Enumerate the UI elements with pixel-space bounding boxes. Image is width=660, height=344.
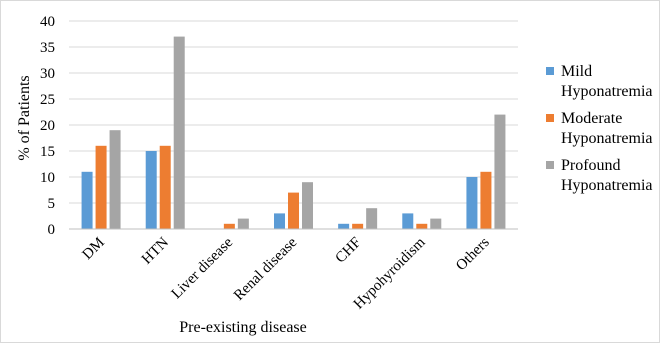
bar [352, 223, 364, 229]
bar [466, 177, 478, 229]
x-axis-label: Pre-existing disease [179, 319, 307, 336]
x-tick-label: Others [453, 234, 493, 274]
x-tick-label: CHF [333, 235, 365, 267]
bar [81, 171, 93, 229]
y-tick-label: 5 [48, 196, 56, 212]
bar [302, 182, 313, 229]
y-tick-label: 15 [40, 144, 55, 160]
y-tick-label: 40 [40, 14, 55, 30]
legend-entry: Profound Hyponatremia [561, 157, 653, 194]
bars [81, 36, 506, 229]
x-tick-label: HTN [139, 234, 172, 267]
y-axis: 0 5 10 15 20 25 30 35 40 [40, 14, 55, 238]
gridlines [69, 20, 518, 230]
legend-label-line: Hyponatremia [561, 177, 653, 194]
bar [145, 151, 157, 229]
bar [430, 218, 442, 229]
y-tick-label: 0 [48, 222, 56, 238]
y-axis-label: % of Patients [16, 75, 33, 160]
bar [338, 223, 350, 229]
bar [274, 213, 285, 229]
bar [288, 192, 299, 229]
bar [159, 145, 171, 229]
legend-entry: Moderate Hyponatremia [561, 110, 653, 147]
y-tick-label: 30 [40, 66, 55, 82]
legend-label-line: Mild [561, 63, 592, 80]
bar [480, 171, 492, 229]
bar [223, 223, 235, 229]
legend-entry: Mild Hyponatremia [561, 63, 653, 100]
bar [95, 145, 107, 229]
y-tick-label: 25 [40, 92, 55, 108]
bar [402, 213, 414, 229]
legend-swatch [546, 161, 554, 169]
x-tick-label: Liver disease [169, 234, 237, 302]
bar [173, 36, 185, 229]
bar [416, 223, 428, 229]
y-tick-label: 10 [40, 170, 55, 186]
legend-label-line: Hyponatremia [561, 130, 653, 147]
bar [366, 208, 378, 229]
bar [109, 130, 121, 229]
bar [494, 114, 506, 229]
legend-label-line: Moderate [561, 110, 622, 127]
y-tick-label: 35 [40, 40, 55, 56]
legend-label-line: Profound [561, 157, 621, 174]
x-tick-label: DM [79, 235, 107, 263]
legend-swatch [546, 114, 554, 122]
legend-swatch [546, 67, 554, 75]
legend-label-line: Hyponatremia [561, 83, 653, 100]
y-tick-label: 20 [40, 118, 55, 134]
bar [237, 218, 249, 229]
x-tick-label: Renal disease [231, 234, 301, 304]
